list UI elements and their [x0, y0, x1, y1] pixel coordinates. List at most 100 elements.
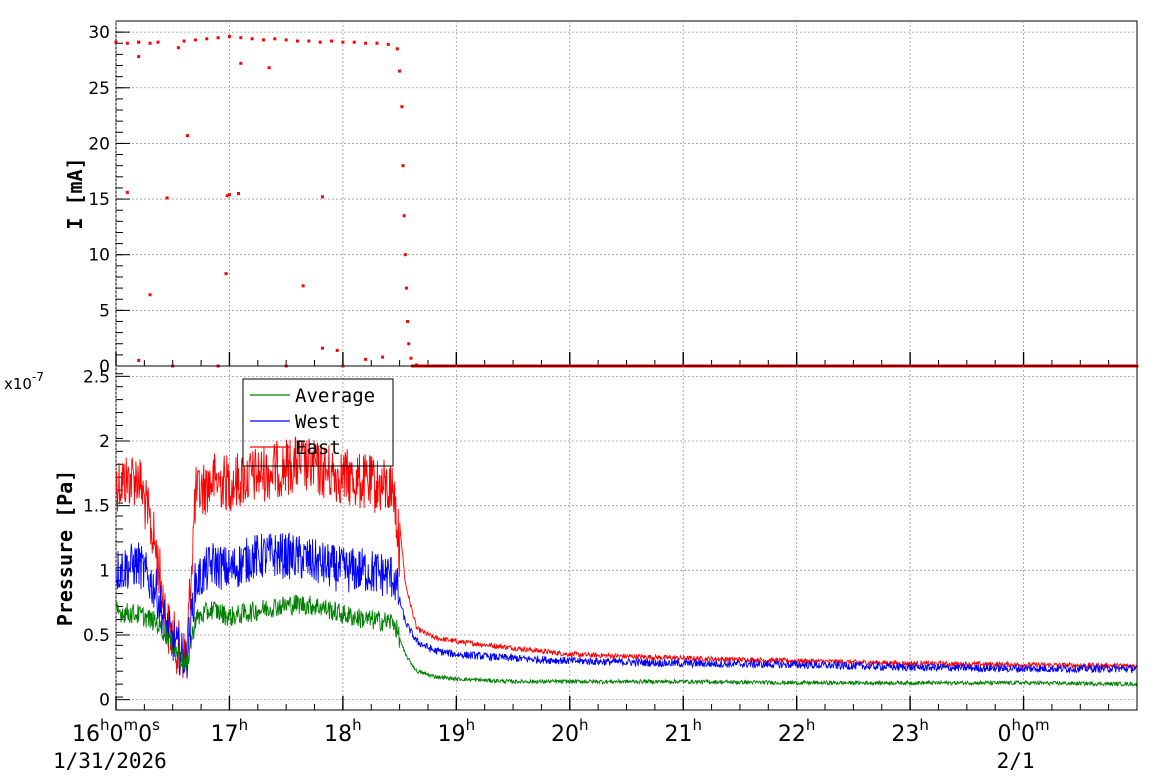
current-data-point: [352, 40, 356, 44]
current-data-point: [406, 319, 410, 323]
x-tick-label: 23h: [891, 716, 929, 747]
current-data-point: [250, 37, 254, 41]
current-data-point: [261, 38, 265, 42]
legend-label-east: East: [295, 437, 341, 459]
current-data-point: [267, 66, 271, 70]
x-tick-hour: 17: [211, 722, 239, 747]
current-data-point: [400, 105, 404, 109]
y-scale-exponent-power: -7: [32, 370, 44, 384]
x-tick-hour-unit: h: [466, 716, 476, 734]
x-tick-label: 19h: [438, 716, 476, 747]
current-data-point: [227, 35, 231, 39]
legend-label-average: Average: [295, 385, 375, 407]
current-data-point: [403, 253, 407, 257]
current-data-point: [409, 356, 413, 360]
current-data-point: [137, 55, 141, 59]
current-panel: 0 5 10 15 20 25 30 I [mA]: [63, 20, 1139, 377]
current-data-point: [341, 40, 345, 44]
current-data-point: [301, 284, 305, 288]
legend-box: [242, 378, 394, 467]
current-data-point: [205, 37, 209, 41]
current-data-point: [330, 39, 334, 43]
current-data-point: [364, 357, 368, 361]
current-data-point: [182, 39, 186, 43]
x-tick-hour: 18: [324, 722, 352, 747]
current-data-point: [227, 193, 231, 197]
current-data-point: [237, 192, 241, 195]
current-data-point: [381, 355, 385, 359]
x-tick-hour-unit: h: [239, 716, 249, 734]
x-tick-hour-unit: h: [919, 716, 929, 734]
x-tick-hour-unit: h: [352, 716, 362, 734]
current-data-point: [364, 41, 368, 45]
current-data-point: [395, 47, 399, 51]
x-tick-hour-unit: h: [806, 716, 816, 734]
current-data-point: [148, 41, 152, 45]
current-data-point: [216, 36, 220, 40]
current-data-point: [148, 293, 152, 297]
pressure-panel: 0 0.5 1 1.5 2 2.5 Pressure [Pa] x10-7 Average Wes…: [4, 365, 1138, 711]
current-data-point: [402, 214, 406, 218]
current-data-point: [398, 69, 402, 73]
current-data-point: [318, 40, 322, 44]
x-tick-minute: 0: [110, 722, 124, 747]
series-line-average: [115, 594, 1137, 687]
current-data-point: [156, 40, 160, 44]
current-data-point: [225, 194, 229, 198]
x-tick-label: 20h: [551, 716, 589, 747]
x-tick-minute: 0: [1021, 722, 1035, 747]
legend: Average West East: [242, 378, 394, 467]
y-tick-label: 25: [88, 79, 110, 99]
x-tick-label: 22h: [778, 716, 816, 747]
y-tick-label: 1: [99, 561, 110, 581]
y-tick-label: 0: [99, 357, 110, 377]
y-tick-label: 20: [88, 134, 110, 154]
x-tick-hour: 21: [664, 722, 692, 747]
x-tick-second: 0: [138, 722, 152, 747]
y-tick-label: 15: [88, 190, 110, 210]
x-tick-hour-unit: h: [100, 716, 110, 734]
x-tick-label: 21h: [664, 716, 702, 747]
x-tick-hour: 22: [778, 722, 806, 747]
x-tick-minute-unit: m: [124, 716, 139, 734]
y-axis-title-current: I [mA]: [63, 157, 87, 229]
y-tick-label: 2.5: [83, 367, 110, 387]
x-tick-label: 18h: [324, 716, 362, 747]
current-data-point: [239, 36, 243, 40]
y-scale-exponent: x10-7: [4, 370, 44, 393]
y-tick-label: 1.5: [83, 497, 110, 517]
current-data-point: [407, 342, 411, 346]
plot-frame: [115, 20, 1138, 367]
current-data-point: [284, 38, 288, 42]
current-data-point: [165, 196, 169, 200]
series-line-east: [115, 436, 1137, 679]
current-data-point: [386, 42, 390, 46]
current-data-point: [307, 39, 311, 43]
x-tick-hour: 16: [72, 722, 100, 747]
date-label-right: 2/1: [997, 749, 1035, 773]
x-tick-label: 17h: [211, 716, 249, 747]
current-data-point: [320, 346, 324, 350]
current-data-point: [239, 61, 243, 65]
current-data-point: [273, 37, 277, 41]
current-data-point: [125, 190, 129, 194]
current-data-point: [404, 286, 408, 290]
current-data-point: [114, 40, 118, 44]
legend-label-west: West: [295, 411, 341, 433]
x-tick-hour: 20: [551, 722, 579, 747]
date-label-left: 1/31/2026: [53, 749, 167, 773]
current-data-point: [193, 38, 197, 42]
y-tick-label: 30: [88, 23, 110, 43]
x-tick-label: 0h0m: [997, 716, 1049, 747]
x-tick-hour-unit: h: [1011, 716, 1021, 734]
y-tick-label: 5: [99, 301, 110, 321]
x-tick-hour: 23: [891, 722, 919, 747]
current-data-point: [335, 348, 339, 352]
x-tick-hour: 0: [997, 722, 1011, 747]
current-data-point: [176, 46, 180, 50]
y-tick-label: 0: [99, 691, 110, 711]
current-data-point: [185, 134, 189, 138]
current-data-point: [125, 41, 129, 45]
time-axis: 16h0m0s 17h 18h 19h 20h 21h 22h 23h 0h0m1/31/202…: [53, 716, 1050, 773]
